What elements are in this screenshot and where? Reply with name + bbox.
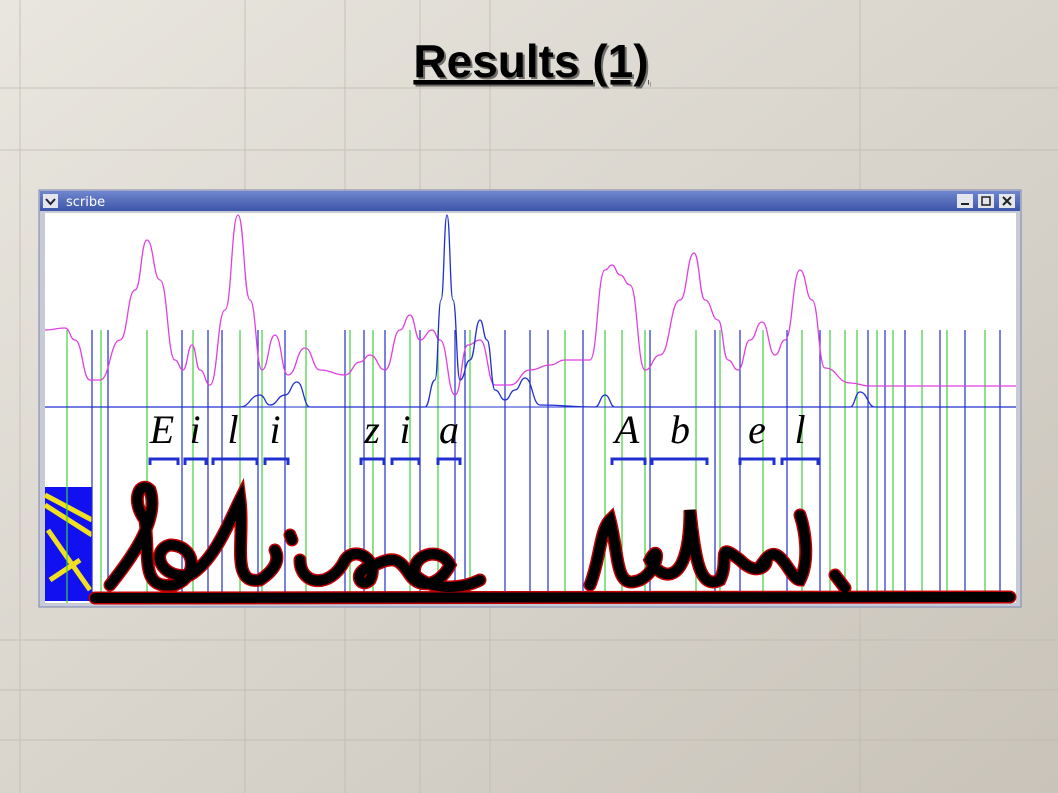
window-title: scribe [66,195,105,210]
title-bar [40,191,1020,211]
letter-label: i [399,407,410,452]
letter-label: e [748,407,766,452]
window-menu[interactable] [43,194,58,208]
letter-bracket [183,457,208,465]
maximize-button[interactable] [978,194,994,208]
letter-bracket [610,457,647,465]
letter-label: a [439,407,459,452]
letter-bracket [211,457,259,465]
letter-bracket [263,457,290,465]
title-shadow: Results (1) [415,37,650,89]
letter-bracket [148,457,180,465]
letter-bracket [650,457,709,465]
letter-label: b [670,407,690,452]
profile-curve [44,214,1016,396]
letter-label: i [189,407,200,452]
letter-label: z [363,407,380,452]
letter-label: i [269,407,280,452]
letter-bracket [780,457,820,465]
letter-bracket [738,457,776,465]
ink [90,482,1015,603]
letter-label: A [612,407,640,452]
letter-bracket [390,457,421,465]
letter-label: l [794,407,805,452]
letter-label: l [227,407,238,452]
minimize-button[interactable] [957,194,973,208]
letter-bracket [359,457,386,465]
letter-bracket [436,457,462,465]
letter-label: E [149,407,174,452]
slide-title: Results (1) [413,35,648,87]
score-curve [44,214,1016,408]
window-buttons [957,194,1015,208]
image-stripes [43,492,94,592]
menu-arrow [45,198,56,206]
